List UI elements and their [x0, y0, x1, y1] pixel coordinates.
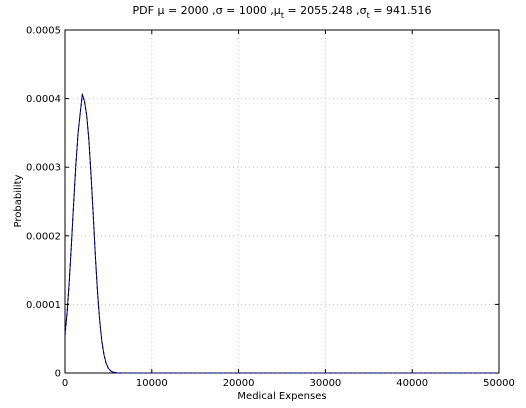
y-axis-ticks: 0 0.0001 0.0002 0.0003 0.0004 0.0005: [26, 26, 499, 380]
x-tick-label: 20000: [223, 378, 255, 389]
y-tick-label: 0.0005: [26, 26, 61, 37]
y-tick-label: 0.0002: [26, 231, 61, 242]
title-sub2: t: [367, 11, 370, 20]
x-tick-label: 10000: [136, 378, 168, 389]
chart-title-text: PDF μ = 2000 ,σ = 1000 ,μt = 2055.248 ,σ…: [133, 4, 432, 20]
series-line-dashed: [64, 93, 499, 374]
x-axis-label: Medical Expenses: [237, 391, 326, 402]
y-tick-label: 0: [55, 369, 61, 380]
x-tick-label: 40000: [396, 378, 428, 389]
title-suffix: = 941.516: [370, 4, 432, 17]
title-mid: = 2055.248 ,σ: [284, 4, 367, 17]
title-sub1: t: [281, 11, 284, 20]
y-tick-label: 0.0003: [26, 163, 61, 174]
x-axis-ticks: 0 10000 20000 30000 40000 50000: [62, 30, 515, 389]
grid: [65, 30, 499, 373]
x-tick-label: 30000: [309, 378, 341, 389]
series-layer: [64, 93, 499, 374]
plot-area: [64, 29, 500, 374]
y-axis-label: Probability: [13, 174, 24, 227]
y-tick-label: 0.0001: [26, 300, 61, 311]
title-prefix: PDF μ = 2000 ,σ = 1000 ,μ: [133, 4, 281, 17]
x-tick-label: 50000: [483, 378, 515, 389]
chart-title: PDF μ = 2000 ,σ = 1000 ,μt = 2055.248 ,σ…: [133, 4, 432, 20]
x-tick-label: 0: [62, 378, 68, 389]
y-tick-label: 0.0004: [26, 94, 61, 105]
